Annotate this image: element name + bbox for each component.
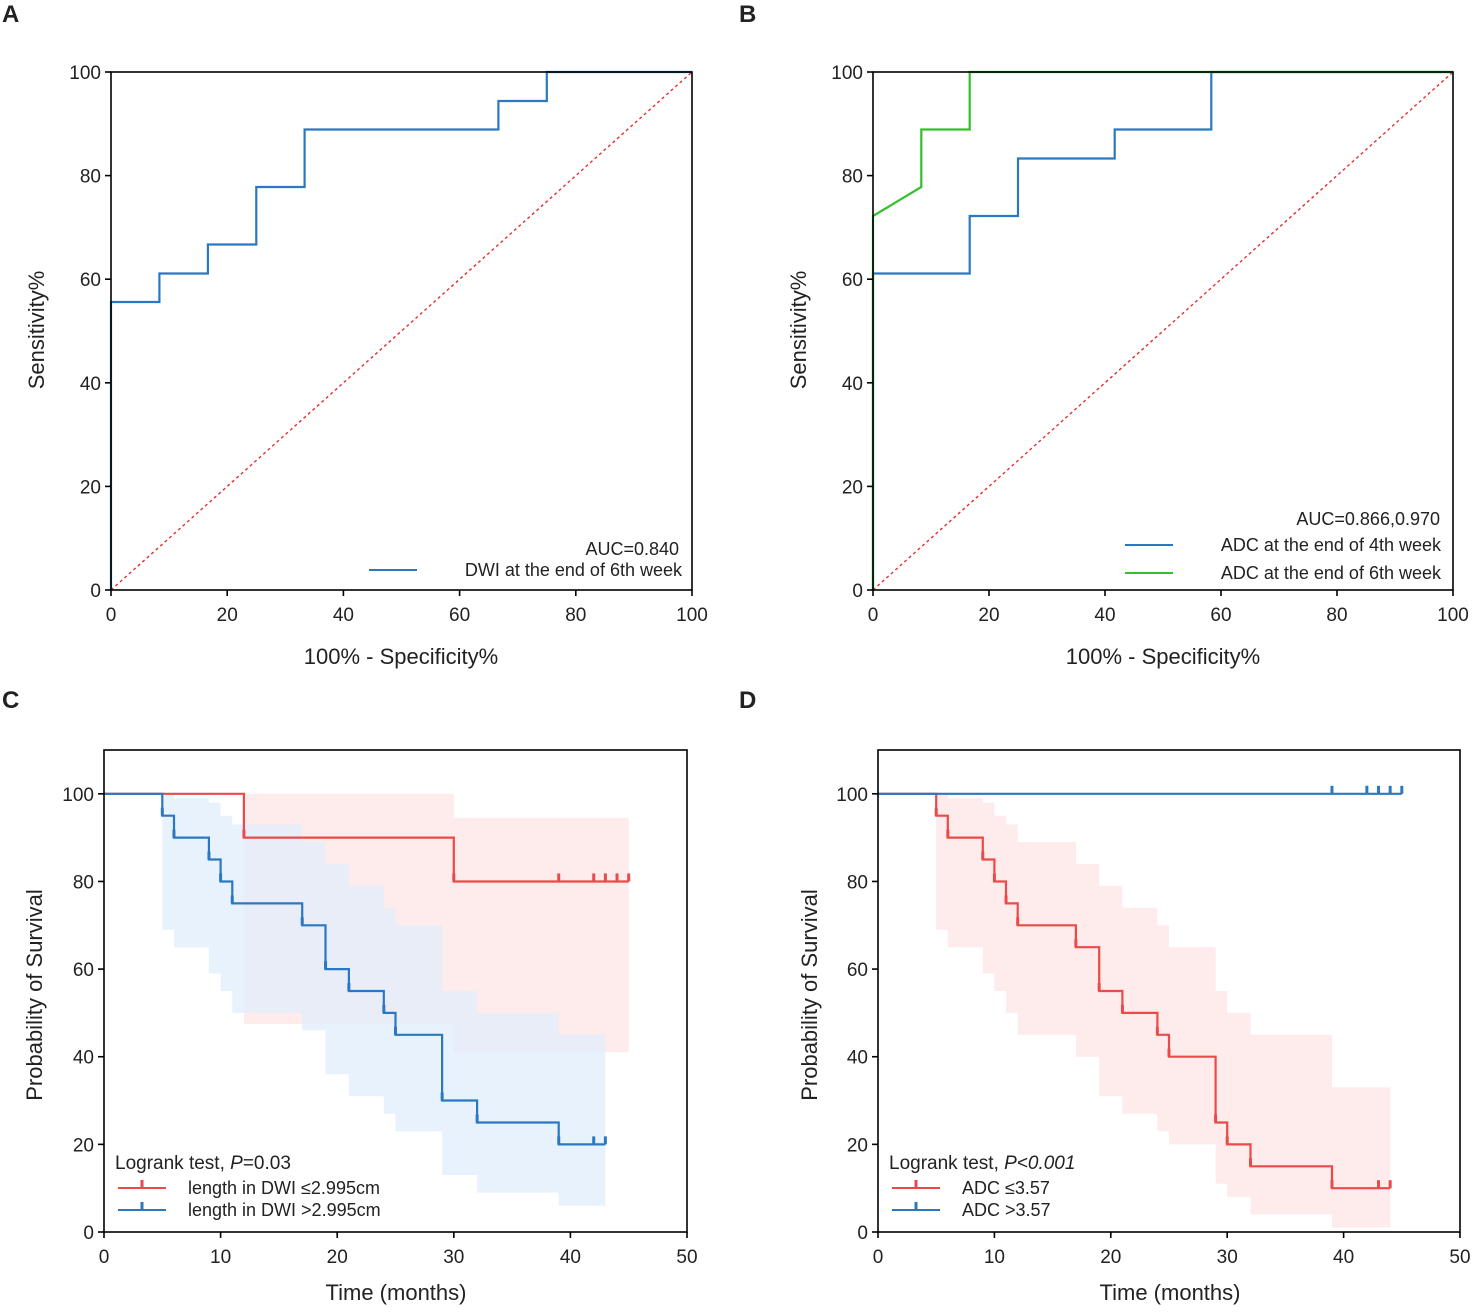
x-tick-label: 20 (217, 605, 238, 626)
plot-frame (872, 71, 1454, 591)
logrank-label: Logrank test, P=0.03 (115, 1153, 291, 1174)
y-tick-label: 20 (847, 1135, 868, 1156)
legend-item: ADC at the end of 6th week (1125, 563, 1442, 583)
x-tick-label: 20 (327, 1247, 348, 1268)
y-tick-label: 40 (73, 1048, 94, 1069)
series-line-0 (104, 792, 629, 883)
reference-diagonal (872, 71, 1454, 591)
y-tick-label: 60 (80, 270, 101, 291)
y-tick-label: 60 (842, 270, 863, 291)
x-tick-label: 50 (676, 1247, 697, 1268)
roc-panel-b: 0 20 40 60 80 100 0 20 40 60 80 100 B 100% - Speci… (739, 1, 1469, 669)
panel-letter-d: D (739, 687, 756, 714)
legend-label: length in DWI ≤2.995cm (188, 1178, 380, 1198)
panel-letter-a: A (2, 1, 19, 28)
x-tick-label: 10 (984, 1247, 1005, 1268)
x-tick-label: 50 (1449, 1247, 1470, 1268)
x-tick-label: 0 (873, 1247, 884, 1268)
y-tick-label: 40 (842, 374, 863, 395)
plot-frame (103, 749, 688, 1233)
x-axis-label: Time (months) (1100, 1280, 1241, 1305)
y-tick-label: 80 (73, 872, 94, 893)
survival-panel-d: 0 10 20 30 40 50 0 20 40 60 80 100 D Time (months)… (739, 687, 1471, 1305)
legend-item: ADC at the end of 4th week (1125, 535, 1442, 555)
legend-item: length in DWI ≤2.995cm (118, 1178, 380, 1198)
x-tick-label: 10 (210, 1247, 231, 1268)
x-tick-label: 0 (99, 1247, 110, 1268)
logrank-p: P<0.001 (1004, 1153, 1075, 1174)
auc-label: AUC=0.866,0.970 (1296, 509, 1440, 529)
x-tick-label: 40 (1094, 605, 1115, 626)
x-axis-label: 100% - Specificity% (304, 644, 498, 669)
logrank-prefix: Logrank test, (115, 1153, 230, 1174)
y-tick-label: 80 (842, 167, 863, 188)
legend-label: ADC ≤3.57 (962, 1178, 1050, 1198)
y-tick-label: 40 (80, 374, 101, 395)
y-axis-label: Sensitivity% (24, 271, 49, 390)
auc-label: AUC=0.840 (585, 539, 679, 559)
x-tick-label: 100 (1437, 605, 1469, 626)
y-tick-label: 100 (831, 63, 863, 84)
legend-item: ADC >3.57 (892, 1200, 1051, 1220)
y-tick-label: 80 (80, 167, 101, 188)
y-tick-label: 60 (73, 960, 94, 981)
logrank-prefix: Logrank test, (889, 1153, 1004, 1174)
y-tick-label: 0 (857, 1223, 868, 1244)
x-tick-label: 80 (565, 605, 586, 626)
y-tick-label: 20 (842, 477, 863, 498)
panel-letter-b: B (739, 1, 756, 28)
y-tick-label: 80 (847, 872, 868, 893)
x-tick-label: 20 (978, 605, 999, 626)
y-axis-label: Sensitivity% (786, 271, 811, 390)
series-line-0 (871, 70, 1453, 590)
panel-letter-c: C (2, 687, 19, 714)
x-tick-label: 30 (443, 1247, 464, 1268)
y-tick-label: 0 (83, 1223, 94, 1244)
x-tick-label: 20 (1100, 1247, 1121, 1268)
legend-label: ADC at the end of 6th week (1221, 563, 1442, 583)
y-axis-label: Probability of Survival (797, 889, 822, 1101)
x-axis-label: Time (months) (326, 1280, 467, 1305)
y-tick-label: 100 (62, 785, 94, 806)
y-tick-label: 60 (847, 960, 868, 981)
x-tick-label: 40 (333, 605, 354, 626)
y-axis-label: Probability of Survival (22, 889, 47, 1101)
logrank-value: =0.03 (243, 1153, 291, 1174)
x-tick-label: 60 (449, 605, 470, 626)
x-tick-label: 80 (1326, 605, 1347, 626)
roc-panel-a: 0 20 40 60 80 100 0 20 40 60 80 100 A 100% - Speci… (2, 1, 708, 669)
legend-item: DWI at the end of 6th week (369, 560, 683, 580)
legend-item: length in DWI >2.995cm (118, 1200, 381, 1220)
series-line-1 (104, 792, 606, 1146)
logrank-p: P (230, 1153, 243, 1174)
y-tick-label: 0 (852, 581, 863, 602)
legend-label: ADC >3.57 (962, 1200, 1051, 1220)
legend-label: length in DWI >2.995cm (188, 1200, 381, 1220)
survival-panel-c: 0 10 20 30 40 50 0 20 40 60 80 100 C Time (months)… (2, 687, 698, 1305)
x-tick-label: 0 (106, 605, 117, 626)
x-tick-label: 0 (868, 605, 879, 626)
logrank-label: Logrank test, P<0.001 (889, 1153, 1075, 1174)
plot-frame (877, 749, 1461, 1233)
x-tick-label: 40 (1333, 1247, 1354, 1268)
confidence-band-0 (936, 793, 1391, 1228)
y-tick-label: 0 (90, 581, 101, 602)
y-tick-label: 100 (836, 785, 868, 806)
reference-diagonal (110, 71, 693, 591)
x-axis-label: 100% - Specificity% (1066, 644, 1260, 669)
y-tick-label: 20 (73, 1135, 94, 1156)
legend-label: DWI at the end of 6th week (465, 560, 683, 580)
x-tick-label: 30 (1217, 1247, 1238, 1268)
y-tick-label: 40 (847, 1048, 868, 1069)
x-tick-label: 40 (560, 1247, 581, 1268)
plot-frame (110, 71, 693, 591)
x-tick-label: 60 (1210, 605, 1231, 626)
x-tick-label: 100 (676, 605, 708, 626)
series-line-0 (109, 70, 692, 590)
legend-label: ADC at the end of 4th week (1221, 535, 1442, 555)
legend-item: ADC ≤3.57 (892, 1178, 1050, 1198)
y-tick-label: 100 (69, 63, 101, 84)
y-tick-label: 20 (80, 477, 101, 498)
